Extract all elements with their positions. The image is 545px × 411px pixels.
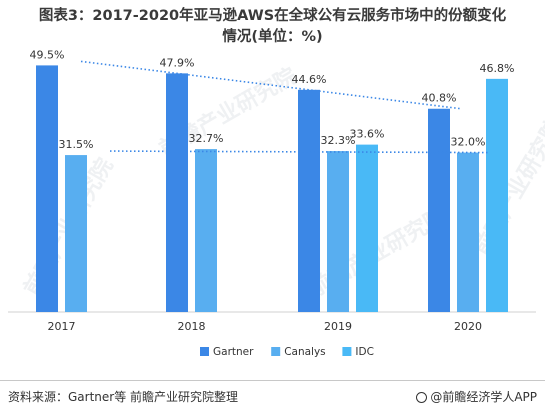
data-label-canalys-2019: 32.3% xyxy=(321,134,356,147)
data-label-idc-2019: 33.6% xyxy=(350,128,385,141)
x-tick-label-2020: 2020 xyxy=(454,320,482,333)
legend-label-idc: IDC xyxy=(355,346,374,358)
data-label-gartner-2020: 40.8% xyxy=(422,92,457,105)
data-label-gartner-2019: 44.6% xyxy=(292,73,327,86)
brand-text: @前瞻经济学人APP xyxy=(430,390,537,404)
data-label-gartner-2017: 49.5% xyxy=(30,48,65,61)
footer: 资料来源：Gartner等 前瞻产业研究院整理 @前瞻经济学人APP xyxy=(0,380,545,411)
title-line-1: 图表3：2017-2020年亚马逊AWS在全球公有云服务市场中的份额变化 xyxy=(38,8,507,24)
chart-title: 图表3：2017-2020年亚马逊AWS在全球公有云服务市场中的份额变化 情况(… xyxy=(0,6,545,48)
bar-gartner-2018 xyxy=(166,73,188,312)
bar-canalys-2017 xyxy=(65,155,87,312)
legend-label-canalys: Canalys xyxy=(284,346,325,358)
bar-gartner-2020 xyxy=(428,108,450,312)
data-label-canalys-2018: 32.7% xyxy=(189,132,224,145)
legend-swatch-canalys xyxy=(271,347,281,356)
data-label-canalys-2020: 32.0% xyxy=(451,136,486,149)
x-tick-label-2017: 2017 xyxy=(48,320,76,333)
bar-canalys-2019 xyxy=(327,151,349,312)
x-tick-label-2019: 2019 xyxy=(324,320,352,333)
data-label-idc-2020: 46.8% xyxy=(480,62,515,75)
legend-label-gartner: Gartner xyxy=(213,346,254,358)
bar-gartner-2017 xyxy=(36,65,58,313)
brand-logo-icon xyxy=(416,392,428,403)
title-line-2: 情况(单位：%) xyxy=(222,29,323,45)
legend-swatch-gartner xyxy=(200,347,209,356)
data-label-gartner-2018: 47.9% xyxy=(160,56,195,69)
brand: @前瞻经济学人APP xyxy=(416,388,537,405)
bar-gartner-2019 xyxy=(298,89,320,312)
x-tick-label-2018: 2018 xyxy=(178,320,206,333)
bar-canalys-2020 xyxy=(457,152,479,312)
trendline-canalys xyxy=(109,150,491,154)
data-label-canalys-2017: 31.5% xyxy=(59,138,94,151)
bar-idc-2020 xyxy=(486,78,508,312)
bar-idc-2019 xyxy=(356,144,378,312)
bar-chart: 49.5% 31.5% 2017 47.9% 32.7% 2018 44.6% 32.3%33… xyxy=(8,48,536,358)
source-text: 资料来源：Gartner等 前瞻产业研究院整理 xyxy=(8,390,239,404)
bar-canalys-2018 xyxy=(195,149,217,312)
trendline-gartner xyxy=(80,60,462,110)
legend-swatch-idc xyxy=(342,347,352,356)
